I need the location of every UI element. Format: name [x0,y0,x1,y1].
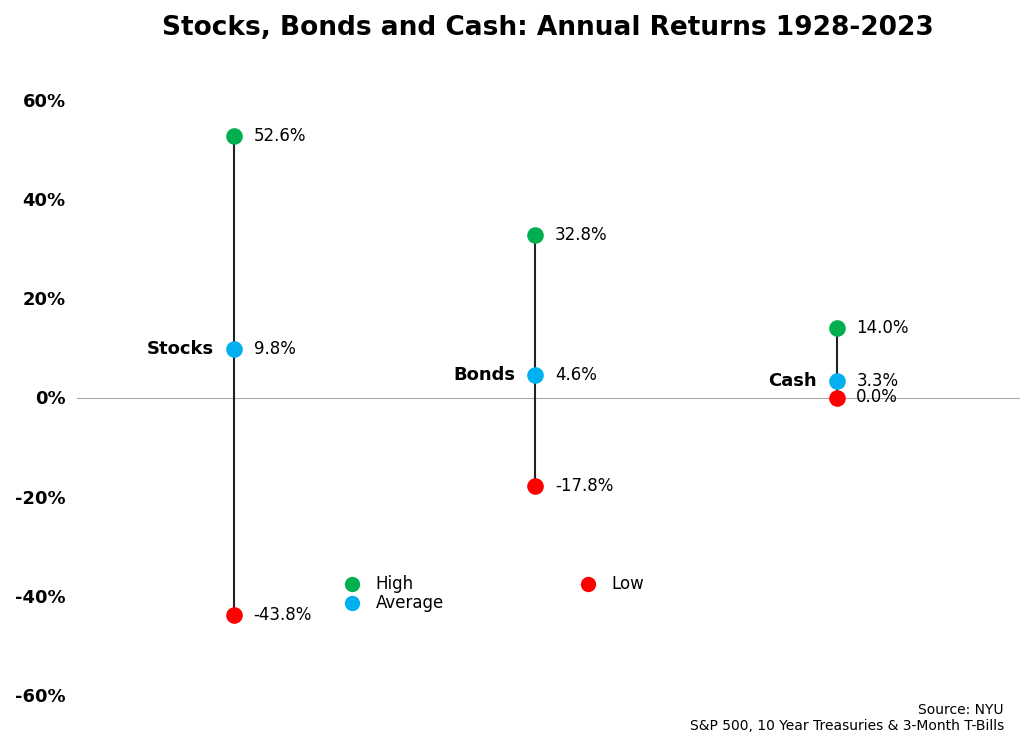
Point [527,229,543,241]
Text: Source: NYU
S&P 500, 10 Year Treasuries & 3-Month T-Bills: Source: NYU S&P 500, 10 Year Treasuries … [689,704,1004,734]
Point [828,375,845,387]
Point [226,609,242,621]
Text: Average: Average [376,595,444,613]
Point [828,322,845,334]
Text: 32.8%: 32.8% [555,226,608,244]
Text: -17.8%: -17.8% [555,477,614,495]
Text: Bonds: Bonds [453,366,515,384]
Text: 52.6%: 52.6% [254,128,306,146]
Text: 4.6%: 4.6% [555,366,597,384]
Text: 0.0%: 0.0% [856,388,898,406]
Point [828,392,845,404]
Point [580,578,596,590]
Point [527,480,543,492]
Text: 9.8%: 9.8% [254,340,295,358]
Text: 3.3%: 3.3% [856,372,898,390]
Text: High: High [376,574,414,592]
Text: Cash: Cash [768,372,817,390]
Title: Stocks, Bonds and Cash: Annual Returns 1928-2023: Stocks, Bonds and Cash: Annual Returns 1… [162,15,935,41]
Point [527,369,543,381]
Text: Low: Low [612,574,644,592]
Point [226,130,242,142]
Text: Stocks: Stocks [147,340,214,358]
Point [344,598,360,610]
Point [344,578,360,590]
Text: 14.0%: 14.0% [856,319,909,337]
Point [226,343,242,355]
Text: -43.8%: -43.8% [254,606,312,624]
